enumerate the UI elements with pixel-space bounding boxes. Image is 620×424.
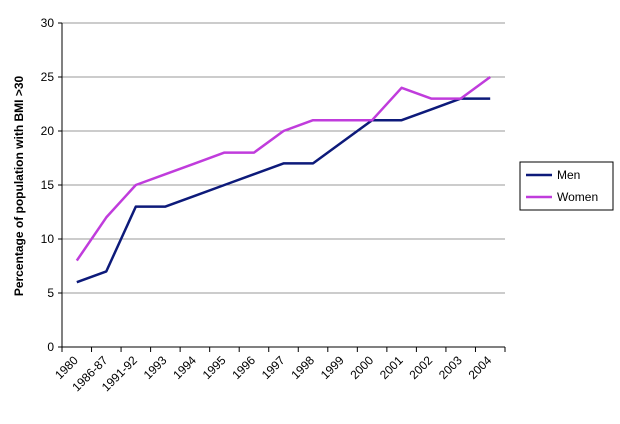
x-tick-label: 2000: [347, 353, 376, 382]
x-tick-label: 2003: [436, 353, 465, 382]
x-tick-label: 2004: [466, 353, 495, 382]
series-line-men: [76, 97, 491, 284]
x-tick-label: 1997: [259, 353, 288, 382]
legend-label: Men: [557, 168, 580, 182]
y-tick-label: 25: [41, 70, 55, 84]
gridlines: [62, 22, 505, 294]
x-tick-label: 1993: [141, 353, 170, 382]
legend-label: Women: [557, 190, 598, 204]
x-tick-label: 1998: [288, 353, 317, 382]
y-tick-label: 20: [41, 124, 55, 138]
x-tick-label: 2002: [407, 353, 436, 382]
y-tick-label: 15: [41, 178, 55, 192]
series-lines: [75, 75, 491, 284]
x-tick-label: 1995: [200, 353, 229, 382]
x-tick-label: 1999: [318, 353, 347, 382]
y-tick-labels: 0 5 10 15 20 25 30: [41, 16, 55, 354]
axes: [58, 22, 506, 352]
legend: Men Women: [519, 161, 614, 211]
x-tick-label: 1996: [229, 353, 258, 382]
y-tick-label: 0: [47, 340, 54, 354]
y-tick-label: 5: [47, 286, 54, 300]
y-tick-label: 10: [41, 232, 55, 246]
y-tick-label: 30: [41, 16, 55, 30]
y-axis-label: Percentage of population with BMI >30: [12, 75, 26, 296]
x-tick-label: 2001: [377, 353, 406, 382]
legend-box: [519, 161, 614, 211]
x-tick-label: 1994: [170, 353, 199, 382]
series-line-women: [75, 75, 491, 262]
